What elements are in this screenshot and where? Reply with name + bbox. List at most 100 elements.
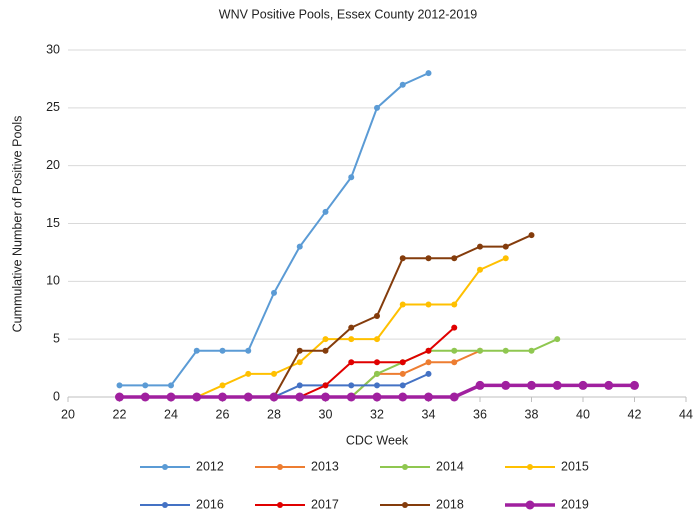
point — [451, 324, 458, 331]
legend-marker — [162, 502, 168, 508]
point — [295, 392, 305, 402]
point — [348, 336, 355, 343]
point — [451, 359, 458, 366]
legend-marker — [527, 464, 533, 470]
point — [243, 392, 253, 402]
y-tick-label: 10 — [46, 274, 60, 288]
series-line — [119, 72, 429, 387]
point — [502, 243, 509, 250]
legend-marker — [277, 464, 283, 470]
point — [296, 382, 303, 389]
point — [219, 382, 226, 389]
point — [399, 255, 406, 262]
point — [554, 336, 561, 343]
point — [374, 313, 380, 320]
legend-marker — [277, 502, 283, 508]
x-axis-label: CDC Week — [346, 433, 409, 447]
point — [477, 347, 483, 354]
x-tick-label: 40 — [576, 407, 590, 421]
x-tick-label: 38 — [525, 407, 539, 421]
point — [630, 380, 639, 390]
point — [374, 336, 380, 343]
point — [348, 324, 355, 331]
point — [374, 359, 380, 366]
point — [348, 174, 355, 181]
point — [528, 232, 535, 239]
point — [322, 347, 329, 354]
point — [192, 392, 202, 402]
legend-label: 2015 — [561, 459, 589, 473]
point — [296, 359, 303, 366]
point — [348, 382, 355, 389]
point — [374, 104, 380, 111]
point — [399, 81, 406, 88]
y-tick-label: 25 — [46, 100, 60, 114]
point — [348, 359, 355, 366]
point — [425, 301, 432, 308]
point — [398, 392, 408, 402]
point — [552, 380, 562, 390]
x-tick-label: 34 — [422, 407, 436, 421]
point — [372, 392, 382, 402]
point — [140, 392, 150, 402]
point — [425, 70, 432, 77]
point — [322, 382, 329, 389]
x-tick-label: 30 — [319, 407, 333, 421]
point — [142, 382, 149, 389]
y-tick-label: 5 — [53, 331, 60, 345]
legend-label: 2014 — [436, 459, 464, 473]
point — [527, 380, 536, 390]
x-tick-label: 42 — [628, 407, 642, 421]
point — [399, 359, 406, 366]
x-tick-label: 36 — [473, 407, 487, 421]
point — [296, 347, 303, 354]
point — [451, 347, 458, 354]
point — [399, 301, 406, 308]
y-tick-label: 20 — [46, 158, 60, 172]
legend-marker — [525, 500, 535, 510]
point — [374, 382, 380, 389]
point — [451, 255, 458, 262]
legend-label: 2018 — [436, 497, 464, 511]
point — [245, 370, 252, 377]
series-line — [119, 338, 558, 398]
legend-label: 2016 — [196, 497, 224, 511]
point — [475, 380, 485, 390]
legend-marker — [402, 502, 408, 508]
point — [168, 382, 174, 389]
point — [193, 347, 200, 354]
point — [528, 347, 535, 354]
point — [374, 370, 380, 377]
x-tick-label: 32 — [370, 407, 384, 421]
point — [219, 347, 226, 354]
point — [502, 347, 509, 354]
x-tick-label: 26 — [216, 407, 230, 421]
point — [245, 347, 252, 354]
point — [425, 370, 432, 377]
legend-label: 2013 — [311, 459, 339, 473]
point — [477, 266, 483, 273]
y-axis-label: Cummulative Number of Positive Pools — [10, 116, 24, 333]
point — [477, 243, 483, 250]
point — [115, 392, 124, 402]
point — [425, 359, 432, 366]
point — [451, 301, 458, 308]
chart-title: WNV Positive Pools, Essex County 2012-20… — [219, 7, 478, 21]
point — [166, 392, 176, 402]
y-tick-label: 0 — [53, 389, 60, 403]
point — [501, 380, 511, 390]
x-tick-label: 20 — [61, 407, 75, 421]
point — [424, 392, 433, 402]
point — [502, 255, 509, 262]
point — [271, 289, 277, 296]
x-tick-label: 22 — [113, 407, 127, 421]
legend-marker — [162, 464, 168, 470]
x-tick-label: 28 — [267, 407, 281, 421]
point — [218, 392, 227, 402]
point — [425, 347, 432, 354]
point — [399, 370, 406, 377]
point — [321, 392, 330, 402]
x-tick-label: 24 — [164, 407, 178, 421]
y-tick-label: 15 — [46, 216, 60, 230]
